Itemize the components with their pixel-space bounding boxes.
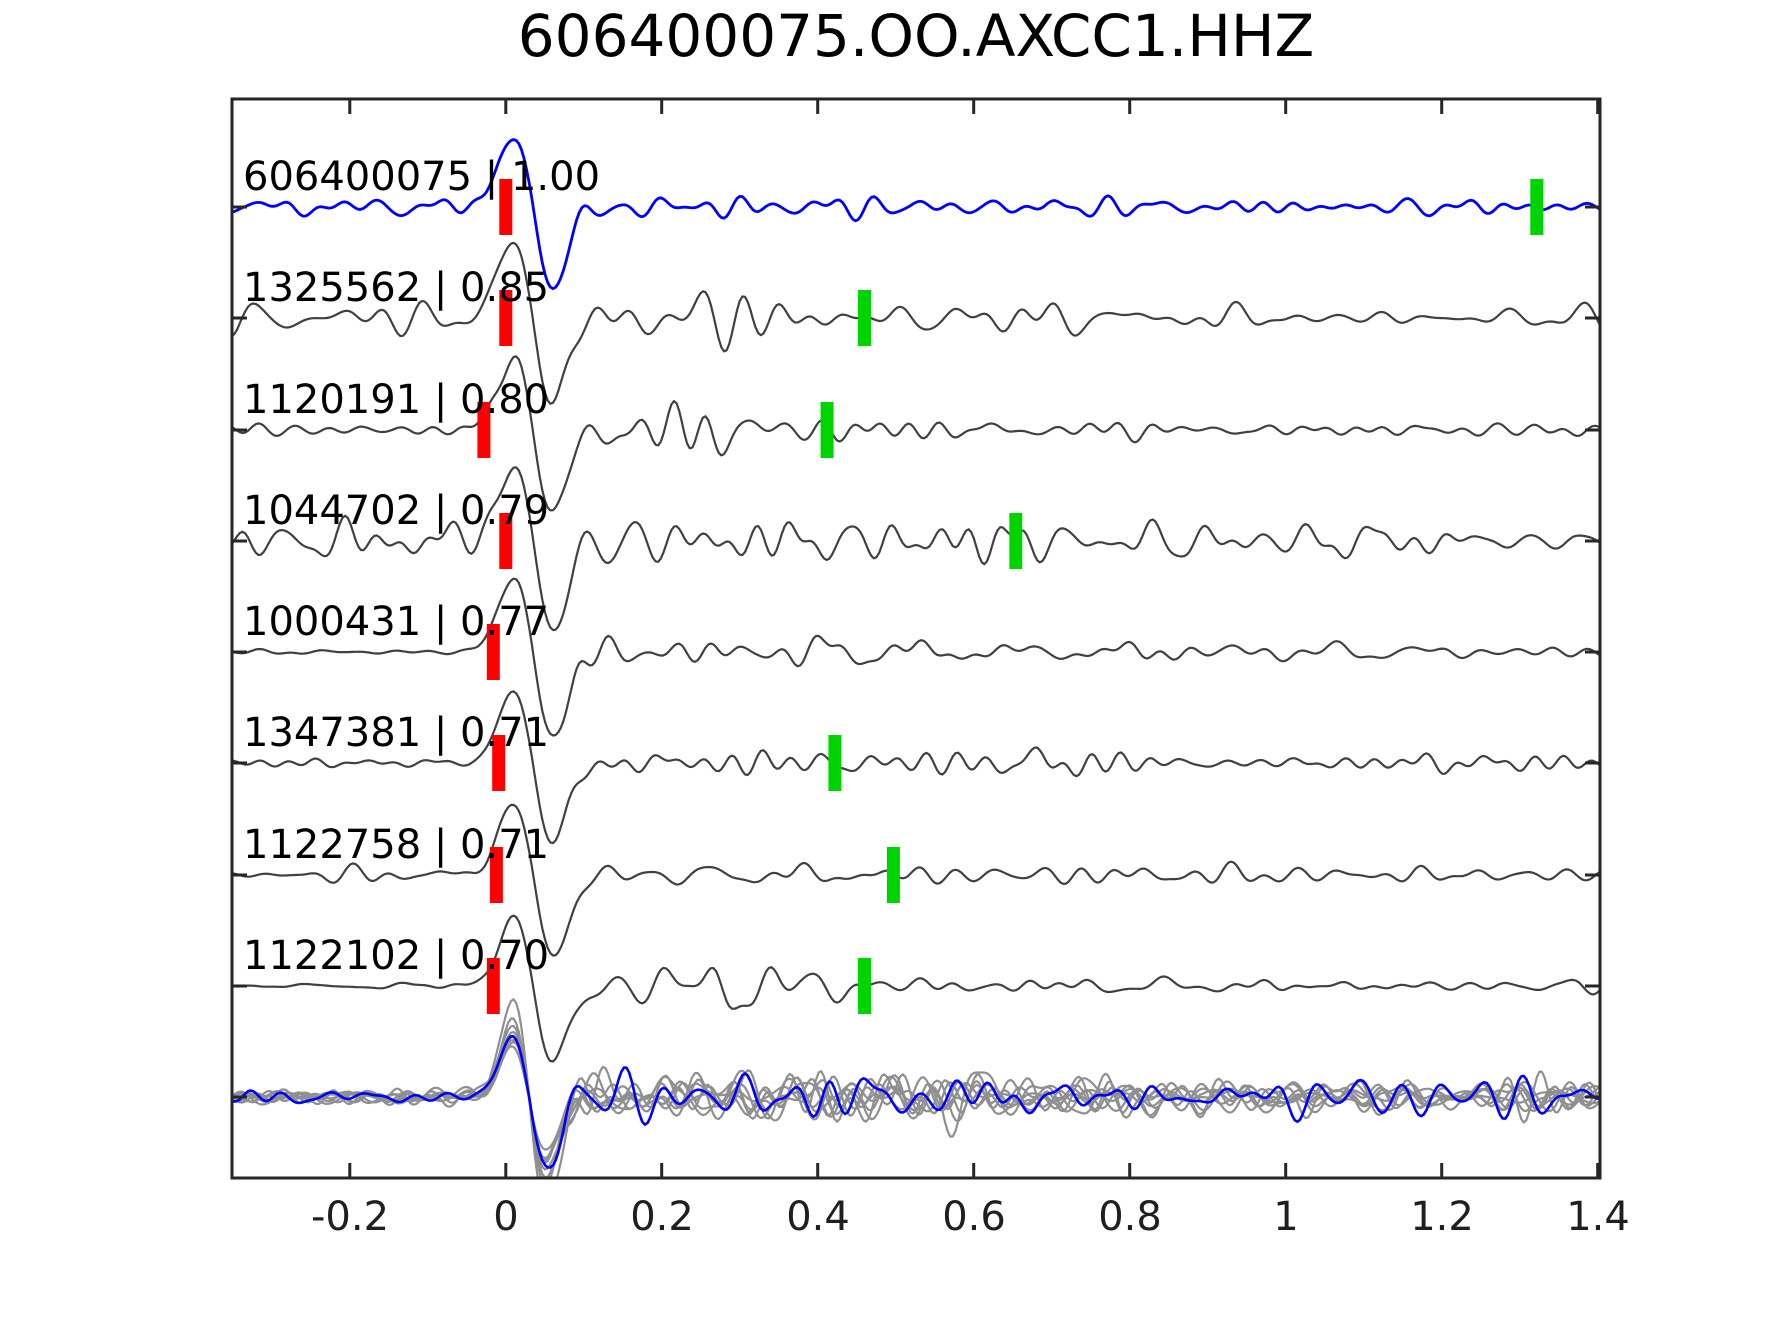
- red-pick-marker: [492, 735, 506, 791]
- waveform-trace-1000431: [232, 577, 1600, 737]
- x-tick-label: 1: [1273, 1194, 1299, 1240]
- green-pick-marker: [858, 290, 871, 346]
- x-tick-label: 0.2: [630, 1194, 694, 1240]
- waveform-trace-1044702: [232, 466, 1600, 632]
- x-tick-label: 1.2: [1410, 1194, 1474, 1240]
- x-tick-label: 1.4: [1566, 1194, 1630, 1240]
- red-pick-marker: [486, 624, 500, 680]
- green-pick-marker: [858, 958, 871, 1014]
- waveform-trace-1120191: [232, 355, 1600, 512]
- trace-label-1000431: 1000431 | 0.77: [243, 599, 550, 645]
- red-pick-marker: [477, 402, 491, 458]
- chart-title: 606400075.OO.AXCC1.HHZ: [517, 2, 1315, 70]
- green-pick-marker: [886, 847, 900, 903]
- red-pick-marker: [499, 290, 513, 346]
- red-pick-marker: [486, 958, 500, 1014]
- red-pick-marker: [499, 179, 513, 235]
- trace-label-1122102: 1122102 | 0.70: [243, 933, 550, 979]
- green-pick-marker: [1009, 513, 1023, 569]
- trace-label-606400075: 606400075 | 1.00: [243, 154, 601, 200]
- overlay-highlight-trace: [232, 1035, 1600, 1169]
- trace-label-1325562: 1325562 | 0.85: [243, 265, 550, 311]
- trace-label-1347381: 1347381 | 0.71: [243, 710, 550, 756]
- x-tick-label: 0.6: [942, 1194, 1006, 1240]
- trace-label-1122758: 1122758 | 0.71: [243, 822, 550, 868]
- x-tick-label: -0.2: [310, 1194, 390, 1240]
- waveform-trace-1122758: [232, 803, 1600, 957]
- green-pick-marker: [820, 402, 834, 458]
- axes-frame: [230, 97, 1602, 1180]
- waveform-trace-1325562: [232, 241, 1600, 405]
- overlay-gray-trace: [232, 1035, 1600, 1162]
- green-pick-marker: [1530, 179, 1544, 235]
- green-pick-marker: [828, 735, 842, 791]
- red-pick-marker: [499, 513, 513, 569]
- red-pick-marker: [489, 847, 503, 903]
- trace-label-1120191: 1120191 | 0.80: [243, 377, 550, 423]
- trace-label-1044702: 1044702 | 0.79: [243, 488, 550, 534]
- waveform-trace-606400075: [232, 138, 1600, 291]
- x-tick-label: 0: [493, 1194, 519, 1240]
- waveform-trace-1122102: [232, 914, 1600, 1063]
- x-tick-label: 0.8: [1098, 1194, 1162, 1240]
- x-tick-label: 0.4: [786, 1194, 850, 1240]
- waveform-trace-1347381: [232, 690, 1600, 845]
